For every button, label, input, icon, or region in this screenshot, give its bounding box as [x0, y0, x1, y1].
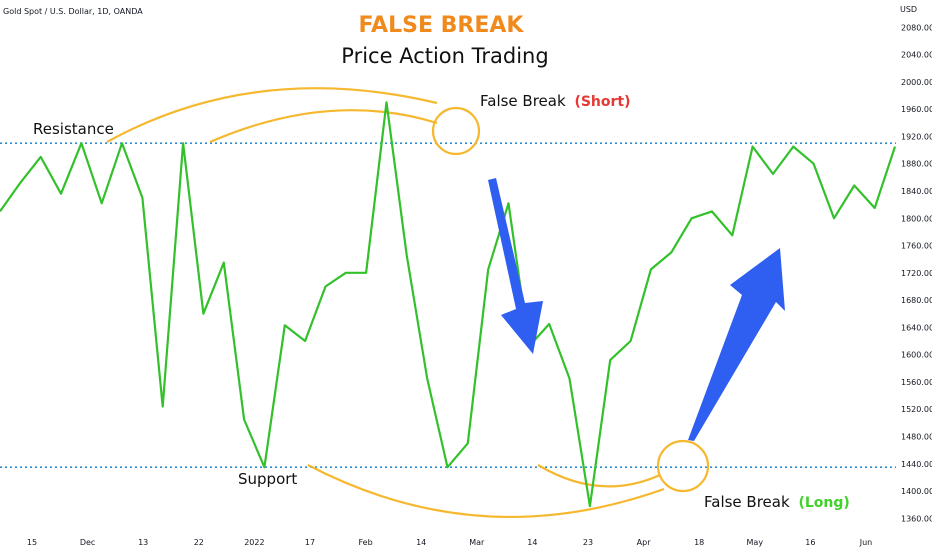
support-label: Support: [238, 470, 297, 488]
x-tick-label: 2022: [244, 538, 264, 547]
support-arc-outer: [307, 464, 665, 518]
resistance-label: Resistance: [33, 120, 114, 138]
long-arrow: [688, 248, 785, 441]
symbol-label: Gold Spot / U.S. Dollar, 1D, OANDA: [3, 7, 143, 16]
false-break-long-label: False Break (Long): [704, 493, 850, 511]
x-tick-label: Jun: [859, 538, 873, 547]
x-tick-label: Dec: [80, 538, 95, 547]
y-tick-label: 2000.000: [901, 78, 932, 87]
x-tick-label: 18: [694, 538, 704, 547]
false-break-short-text: False Break: [480, 92, 566, 110]
false-break-long-text: False Break: [704, 493, 790, 511]
y-axis: 1360.000 1400.000 1440.000 1480.000 1520.000…: [901, 23, 932, 523]
chart-title: FALSE BREAK: [359, 13, 525, 38]
short-tag: (Short): [574, 94, 630, 110]
x-axis: 15 Dec 13 22 2022 17 Feb 14 Mar 14 23 Apr 18 May 16 Jun: [27, 538, 872, 547]
x-tick-label: 14: [416, 538, 426, 547]
long-tag: (Long): [798, 495, 849, 511]
support-arc-inner: [537, 464, 661, 488]
x-tick-label: Apr: [637, 538, 652, 547]
false-break-short-label: False Break (Short): [480, 92, 631, 110]
chart-subtitle: Price Action Trading: [341, 44, 548, 68]
annotation-layer: [106, 87, 710, 518]
x-tick-label: 22: [194, 538, 204, 547]
x-tick-label: 13: [138, 538, 148, 547]
y-tick-label: 1760.000: [901, 242, 932, 251]
y-tick-label: 1600.000: [901, 351, 932, 360]
y-tick-label: 1800.000: [901, 214, 932, 223]
y-tick-label: 1920.000: [901, 132, 932, 141]
y-tick-label: 1360.000: [901, 514, 932, 523]
x-tick-label: 15: [27, 538, 37, 547]
y-tick-label: 1480.000: [901, 433, 932, 442]
x-tick-label: 14: [527, 538, 537, 547]
y-tick-label: 2080.000: [901, 23, 932, 32]
short-arrow: [488, 178, 543, 354]
x-tick-label: Feb: [359, 538, 373, 547]
y-tick-label: 1560.000: [901, 378, 932, 387]
x-tick-label: May: [747, 538, 764, 547]
y-tick-label: 1960.000: [901, 105, 932, 114]
resistance-arc-outer: [106, 87, 438, 143]
price-line: [0, 101, 897, 508]
y-tick-label: 1400.000: [901, 487, 932, 496]
short-break-circle: [431, 106, 481, 156]
y-tick-label: 2040.000: [901, 51, 932, 60]
y-tick-label: 1640.000: [901, 323, 932, 332]
x-tick-label: Mar: [469, 538, 485, 547]
y-tick-label: 1720.000: [901, 269, 932, 278]
resistance-arc-inner: [209, 109, 438, 144]
y-tick-label: 1520.000: [901, 405, 932, 414]
y-tick-label: 1680.000: [901, 296, 932, 305]
x-tick-label: 17: [305, 538, 315, 547]
long-break-circle: [656, 439, 710, 493]
currency-label: USD: [900, 5, 917, 14]
x-tick-label: 16: [805, 538, 815, 547]
x-tick-label: 23: [583, 538, 593, 547]
y-tick-label: 1880.000: [901, 160, 932, 169]
y-tick-label: 1840.000: [901, 187, 932, 196]
y-tick-label: 1440.000: [901, 460, 932, 469]
